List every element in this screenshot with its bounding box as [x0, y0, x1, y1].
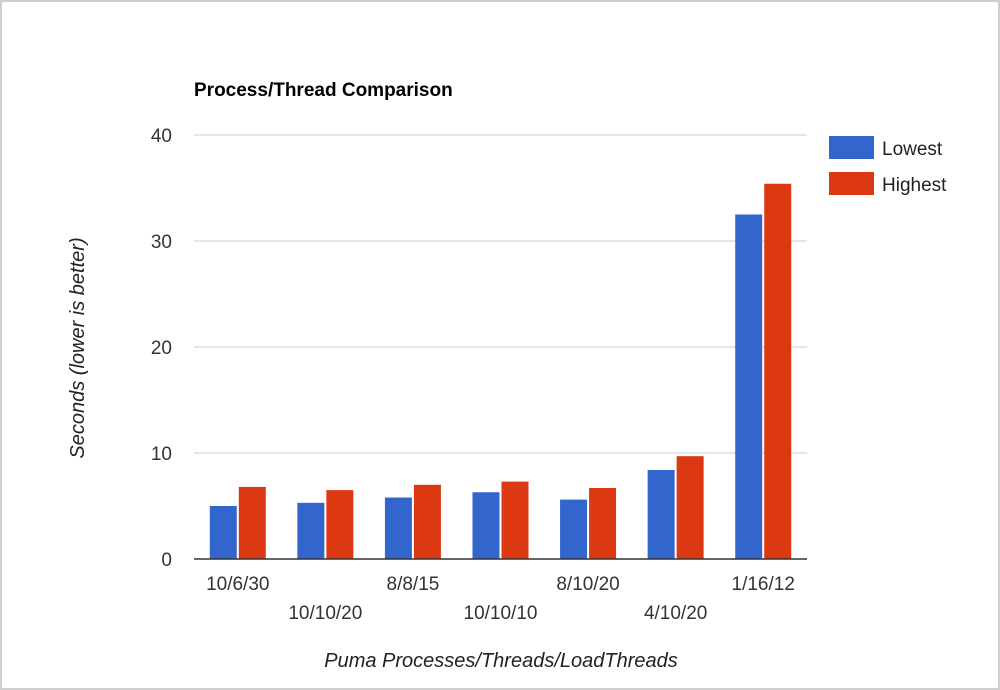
y-tick-labels: 0 10 20 30 40: [151, 126, 172, 571]
y-tick-label: 20: [151, 338, 172, 359]
bar-lowest-0: [209, 506, 237, 559]
x-tick-label: 1/16/12: [732, 574, 795, 595]
bar-highest-6: [764, 183, 792, 559]
bar-highest-2: [413, 484, 441, 559]
legend-swatch-highest: [829, 172, 874, 195]
x-tick-label: 8/10/20: [556, 574, 619, 595]
legend-swatch-lowest: [829, 136, 874, 159]
gridlines: [194, 134, 807, 454]
y-tick-label: 40: [151, 126, 172, 147]
bar-highest-3: [501, 481, 529, 559]
bar-highest-1: [326, 490, 354, 559]
x-tick-label: 10/10/10: [464, 603, 538, 624]
bar-lowest-4: [560, 499, 588, 559]
chart-title: Process/Thread Comparison: [194, 80, 453, 101]
bar-highest-5: [676, 456, 704, 559]
x-tick-labels: 10/6/30 10/10/20 8/8/15 10/10/10 8/10/20 4/10…: [206, 574, 795, 624]
bars: [209, 183, 792, 559]
y-tick-label: 0: [161, 550, 172, 571]
y-tick-label: 30: [151, 232, 172, 253]
y-tick-label: 10: [151, 444, 172, 465]
x-axis-title: Puma Processes/Threads/LoadThreads: [324, 650, 678, 672]
y-axis-title: Seconds (lower is better): [67, 237, 89, 458]
legend: Lowest Highest: [829, 136, 947, 196]
bar-lowest-1: [297, 502, 325, 559]
bar-highest-4: [589, 487, 617, 559]
bar-lowest-3: [472, 492, 500, 559]
x-tick-label: 4/10/20: [644, 603, 707, 624]
bar-lowest-2: [384, 497, 412, 559]
bar-lowest-5: [647, 469, 675, 559]
x-tick-label: 10/6/30: [206, 574, 269, 595]
x-tick-label: 8/8/15: [387, 574, 440, 595]
legend-label-lowest: Lowest: [882, 139, 943, 160]
x-tick-label: 10/10/20: [288, 603, 362, 624]
bar-highest-0: [238, 486, 266, 559]
bar-lowest-6: [735, 214, 763, 559]
legend-label-highest: Highest: [882, 175, 947, 196]
